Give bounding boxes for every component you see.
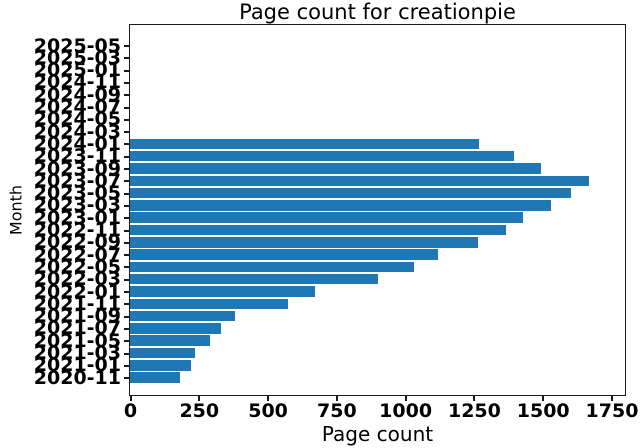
y-tick-label: 2023-07 xyxy=(33,169,121,192)
y-tick-mark xyxy=(124,81,129,84)
y-tick-label: 2024-09 xyxy=(33,83,121,106)
y-tick-mark xyxy=(124,327,129,330)
x-tick-label: 500 xyxy=(248,400,288,422)
x-tick-label: 250 xyxy=(179,400,220,422)
y-tick-label: 2024-03 xyxy=(33,120,121,143)
bar xyxy=(130,150,515,162)
x-tick-mark xyxy=(129,396,132,401)
bar xyxy=(130,347,195,359)
y-tick-mark xyxy=(124,340,129,343)
y-tick-label: 2022-01 xyxy=(33,280,121,303)
y-tick-mark xyxy=(124,131,129,134)
plot-area xyxy=(129,24,626,396)
y-tick-mark xyxy=(124,241,129,244)
y-tick-mark xyxy=(124,291,129,294)
x-tick-label: 750 xyxy=(317,400,357,422)
bar xyxy=(130,335,210,346)
bar xyxy=(130,187,572,199)
y-tick-mark xyxy=(124,143,129,146)
y-tick-label: 2025-05 xyxy=(33,34,121,57)
x-tick-label: 0 xyxy=(123,400,138,422)
y-tick-label: 2025-01 xyxy=(33,59,121,82)
y-tick-label: 2022-03 xyxy=(33,268,121,291)
bar xyxy=(130,360,192,371)
y-tick-mark xyxy=(124,180,129,183)
y-tick-mark xyxy=(124,155,129,158)
y-tick-mark xyxy=(124,278,129,281)
x-tick-label: 1250 xyxy=(447,400,501,422)
bar xyxy=(130,200,551,211)
bar xyxy=(130,212,524,223)
y-tick-label: 2022-11 xyxy=(33,219,121,242)
bar xyxy=(130,224,507,236)
chart-title: Page count for creationpie xyxy=(239,0,516,24)
y-tick-mark xyxy=(124,377,129,380)
bar xyxy=(130,310,236,322)
y-tick-label: 2025-03 xyxy=(33,46,121,69)
x-tick-label: 1750 xyxy=(585,400,639,422)
y-tick-label: 2022-05 xyxy=(33,255,121,278)
bar xyxy=(130,163,541,174)
y-tick-mark xyxy=(124,69,129,72)
x-tick-mark xyxy=(542,396,545,401)
x-tick-label: 1500 xyxy=(516,400,570,422)
y-tick-mark xyxy=(124,118,129,121)
y-tick-label: 2023-01 xyxy=(33,206,121,229)
y-tick-mark xyxy=(124,168,129,171)
y-tick-label: 2023-05 xyxy=(33,182,121,205)
y-tick-label: 2020-11 xyxy=(33,366,121,389)
y-tick-mark xyxy=(124,57,129,60)
bar xyxy=(130,261,415,273)
bar xyxy=(130,249,439,260)
y-tick-label: 2023-11 xyxy=(33,145,121,168)
bar xyxy=(130,298,288,310)
y-tick-label: 2021-03 xyxy=(33,342,121,365)
x-tick-mark xyxy=(198,396,201,401)
y-tick-mark xyxy=(124,192,129,195)
y-tick-mark xyxy=(124,106,129,109)
y-tick-mark xyxy=(124,364,129,367)
y-tick-label: 2024-07 xyxy=(33,96,121,118)
y-tick-mark xyxy=(124,352,129,355)
y-tick-label: 2022-07 xyxy=(33,243,121,266)
x-tick-mark xyxy=(473,396,476,401)
y-tick-mark xyxy=(124,45,129,47)
y-tick-label: 2021-01 xyxy=(33,354,121,377)
x-tick-mark xyxy=(335,396,338,401)
bar xyxy=(130,175,589,187)
y-tick-label: 2021-05 xyxy=(33,329,121,352)
x-tick-mark xyxy=(610,396,613,401)
bar xyxy=(130,237,478,248)
y-tick-label: 2022-09 xyxy=(33,231,121,254)
bar xyxy=(130,273,378,285)
y-tick-mark xyxy=(124,303,129,306)
y-tick-mark xyxy=(124,229,129,232)
bar xyxy=(130,372,181,383)
x-tick-mark xyxy=(267,396,270,401)
y-tick-mark xyxy=(124,94,129,97)
y-tick-label: 2023-03 xyxy=(33,194,121,217)
bar xyxy=(130,286,316,297)
y-tick-mark xyxy=(124,217,129,220)
bar xyxy=(130,323,221,334)
y-tick-mark xyxy=(124,266,129,269)
x-tick-mark xyxy=(404,396,407,401)
y-tick-label: 2023-09 xyxy=(33,157,121,180)
y-tick-label: 2021-11 xyxy=(33,292,121,315)
y-tick-label: 2024-01 xyxy=(33,132,121,155)
x-tick-label: 1000 xyxy=(379,400,433,422)
x-axis-label: Page count xyxy=(321,422,434,446)
y-tick-label: 2021-09 xyxy=(33,305,121,328)
y-tick-mark xyxy=(124,315,129,318)
y-tick-mark xyxy=(124,254,129,257)
y-tick-label: 2024-11 xyxy=(33,71,121,94)
y-tick-label: 2021-07 xyxy=(33,317,121,340)
bar xyxy=(130,138,480,150)
y-tick-label: 2024-05 xyxy=(33,108,121,131)
y-tick-mark xyxy=(124,204,129,207)
